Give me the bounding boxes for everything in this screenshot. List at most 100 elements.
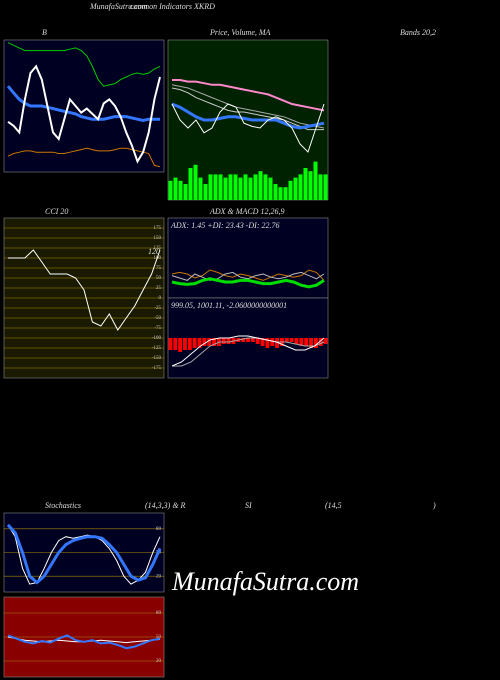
series-line <box>171 269 325 281</box>
bar <box>248 177 253 200</box>
bar <box>299 338 304 346</box>
series-line <box>172 79 325 112</box>
y-tick-label: 80 <box>156 611 162 616</box>
y-tick-label: -75 <box>154 326 161 331</box>
bar <box>246 338 250 342</box>
series-line <box>7 147 161 168</box>
bar <box>213 174 218 200</box>
panel-label: ADX & MACD 12,26,9 <box>209 207 284 216</box>
bar <box>298 174 303 200</box>
y-tick-label: -125 <box>152 346 162 351</box>
panels: 1751501251007550250-25-50-75-100-125-150… <box>3 39 329 678</box>
bar <box>178 180 183 200</box>
y-tick-label: 20 <box>156 659 162 664</box>
series-line <box>7 524 161 585</box>
bar <box>265 338 270 348</box>
series-line <box>7 634 161 650</box>
series-line <box>6 85 160 123</box>
panel-label: ) <box>432 501 436 510</box>
bar <box>228 174 233 200</box>
title: common Indicators XKRD <box>130 2 215 11</box>
series-line <box>171 103 325 153</box>
y-tick-label: 20 <box>156 574 162 579</box>
bar <box>313 338 318 348</box>
bar <box>294 338 299 344</box>
series-line <box>7 64 161 164</box>
bar <box>202 338 207 346</box>
bar <box>188 168 193 200</box>
watermark: MunafaSutra.com <box>171 567 359 596</box>
y-tick-label: -100 <box>152 336 162 341</box>
panel-label: CCI 20 <box>45 207 68 216</box>
bar <box>238 177 243 200</box>
bar <box>258 171 263 200</box>
bar <box>323 338 328 344</box>
bar <box>226 338 231 344</box>
panel-label: Price, Volume, MA <box>209 28 271 37</box>
bar <box>241 338 246 342</box>
series-line <box>6 523 162 585</box>
y-tick-label: -175 <box>152 366 162 371</box>
bar <box>270 338 275 346</box>
y-tick-label: -25 <box>154 306 161 311</box>
bar <box>318 338 323 346</box>
bar <box>212 338 216 346</box>
series-line <box>171 271 325 281</box>
series-line <box>171 84 325 129</box>
bar <box>278 187 283 200</box>
bar <box>183 184 188 200</box>
bar <box>187 338 192 350</box>
bar <box>183 338 187 350</box>
panel-label: SI <box>245 501 252 510</box>
y-tick-label: 50 <box>156 635 162 640</box>
bar <box>218 174 223 200</box>
bar <box>253 174 258 200</box>
panel-label: (14,3,3) & R <box>145 501 186 510</box>
bar <box>288 180 293 200</box>
bar <box>273 184 278 200</box>
y-tick-label: 175 <box>154 226 162 231</box>
panel-label: (14,5 <box>325 501 342 510</box>
bar <box>313 161 318 200</box>
bar <box>284 338 289 342</box>
bar <box>309 338 313 348</box>
bar <box>289 338 294 342</box>
series-line <box>8 249 161 331</box>
panel-text: ADX: 1.45 +DI: 23.43 -DI: 22.76 <box>170 221 280 230</box>
bar <box>178 338 183 352</box>
bar <box>208 174 213 200</box>
bar <box>198 177 203 200</box>
bar <box>193 164 198 200</box>
bar <box>293 177 298 200</box>
bar <box>173 177 178 200</box>
series-line <box>171 102 325 130</box>
series-line <box>172 337 325 367</box>
series-line <box>171 335 325 367</box>
bar <box>221 338 226 344</box>
bar <box>192 338 197 348</box>
bar <box>203 184 208 200</box>
y-tick-label: 75 <box>156 266 162 271</box>
y-tick-label: -50 <box>154 316 161 321</box>
value-label: 120 <box>148 247 160 256</box>
y-tick-label: -150 <box>152 356 162 361</box>
bar <box>283 187 288 200</box>
bar <box>275 338 280 348</box>
bar <box>250 338 255 342</box>
panel-label: Bands 20,2 <box>400 28 436 37</box>
series-line <box>7 42 161 87</box>
y-tick-label: 80 <box>156 527 162 532</box>
bar <box>255 338 260 344</box>
bar <box>303 168 308 200</box>
bar <box>304 338 309 346</box>
panel-label: B <box>42 28 47 37</box>
bar <box>243 174 248 200</box>
panel-text: 999.05, 1001.11, -2.0600000000001 <box>171 301 287 310</box>
bar <box>308 171 313 200</box>
bar <box>263 174 268 200</box>
series-line <box>171 87 324 131</box>
series-line <box>171 277 325 289</box>
site-label: MunafaSutra.com <box>89 2 148 11</box>
